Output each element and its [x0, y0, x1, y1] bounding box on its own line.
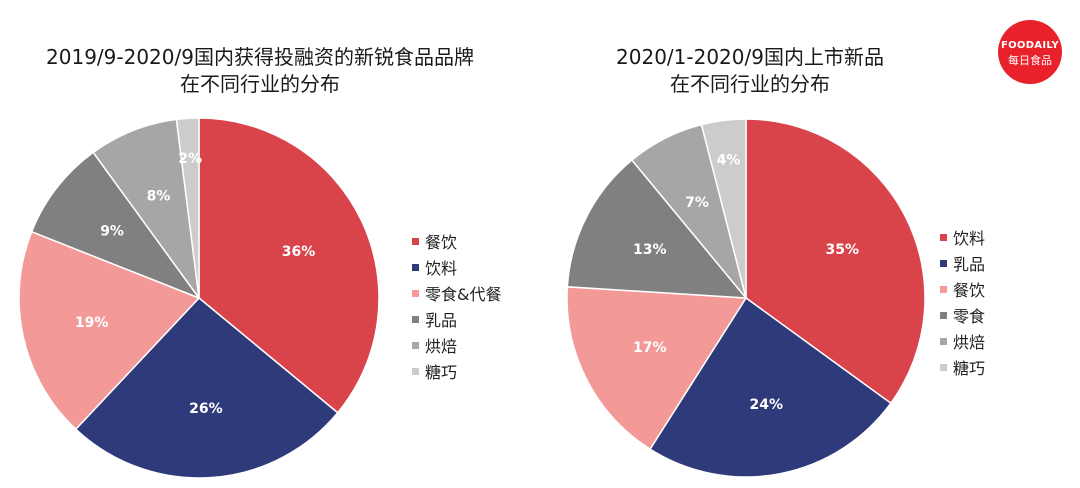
- legend-item-1-5: 糖巧: [940, 356, 985, 382]
- legend-label: 零食&代餐: [425, 285, 502, 304]
- right-chart-legend: 饮料乳品餐饮零食烘焙糖巧: [940, 226, 985, 382]
- pie-slice-0-5: [175, 117, 200, 299]
- pie-data-label-0-1: 26%: [189, 401, 223, 417]
- legend-swatch: [412, 342, 419, 349]
- pie-data-label-0-5: 2%: [178, 151, 202, 167]
- legend-swatch: [940, 338, 947, 345]
- legend-label: 零食: [953, 307, 986, 326]
- legend-swatch: [940, 234, 947, 241]
- right-chart-title-line-2: 在不同行业的分布: [670, 72, 830, 96]
- pie-slice-0-4: [92, 118, 200, 299]
- pie-data-label-1-1: 24%: [749, 397, 783, 413]
- legend-swatch: [412, 238, 419, 245]
- legend-swatch: [412, 264, 419, 271]
- legend-item-0-4: 烘焙: [412, 334, 501, 360]
- legend-label: 糖巧: [953, 359, 986, 378]
- legend-label: 烘焙: [953, 333, 986, 352]
- legend-item-0-1: 饮料: [412, 256, 501, 282]
- legend-item-1-0: 饮料: [940, 226, 985, 252]
- pie-slice-0-2: [18, 230, 201, 431]
- legend-label: 饮料: [953, 229, 986, 248]
- legend-swatch: [412, 316, 419, 323]
- legend-swatch: [940, 260, 947, 267]
- pie-slice-0-3: [30, 151, 202, 300]
- legend-item-0-2: 零食&代餐: [412, 282, 501, 308]
- legend-item-1-3: 零食: [940, 304, 985, 330]
- left-chart-title: 2019/9-2020/9国内获得投融资的新锐食品品牌 在不同行业的分布: [20, 44, 500, 98]
- legend-label: 乳品: [953, 255, 986, 274]
- legend-label: 饮料: [425, 259, 458, 278]
- pie-slice-0-1: [74, 296, 339, 479]
- legend-item-0-0: 餐饮: [412, 230, 501, 256]
- pie-data-label-0-3: 9%: [100, 224, 124, 240]
- legend-item-1-4: 烘焙: [940, 330, 985, 356]
- pie-slice-1-0: [745, 118, 926, 405]
- legend-label: 烘焙: [425, 337, 458, 356]
- pie-slice-1-2: [566, 285, 748, 451]
- legend-swatch: [412, 290, 419, 297]
- pie-data-label-0-2: 19%: [75, 315, 109, 331]
- left-chart-title-line-2: 在不同行业的分布: [180, 72, 340, 96]
- pie-data-label-1-3: 13%: [633, 242, 667, 258]
- foodaily-logo: FOODAILY 每日食品: [998, 20, 1062, 84]
- pie-data-label-1-4: 7%: [685, 195, 709, 211]
- pie-slice-0-0: [198, 117, 380, 414]
- legend-item-1-2: 餐饮: [940, 278, 985, 304]
- right-chart-title: 2020/1-2020/9国内上市新品 在不同行业的分布: [560, 44, 940, 98]
- logo-subtitle: 每日食品: [1008, 54, 1052, 67]
- legend-swatch: [940, 312, 947, 319]
- pie-slice-1-3: [566, 159, 748, 299]
- pie-data-label-1-2: 17%: [633, 340, 667, 356]
- pie-data-label-0-4: 8%: [147, 189, 171, 205]
- pie-slice-1-1: [649, 296, 892, 478]
- pie-data-label-1-0: 35%: [825, 242, 859, 258]
- logo-brand: FOODAILY: [1000, 40, 1060, 51]
- legend-label: 糖巧: [425, 363, 458, 382]
- legend-item-0-5: 糖巧: [412, 360, 501, 386]
- left-chart-legend: 餐饮饮料零食&代餐乳品烘焙糖巧: [412, 230, 501, 386]
- legend-item-1-1: 乳品: [940, 252, 985, 278]
- legend-swatch: [940, 364, 947, 371]
- pie-data-label-1-5: 4%: [717, 152, 741, 168]
- legend-swatch: [412, 368, 419, 375]
- legend-swatch: [940, 286, 947, 293]
- legend-label: 餐饮: [425, 233, 458, 252]
- legend-label: 餐饮: [953, 281, 986, 300]
- legend-item-0-3: 乳品: [412, 308, 501, 334]
- pie-slice-1-5: [700, 118, 747, 299]
- right-chart-title-line-1: 2020/1-2020/9国内上市新品: [616, 45, 884, 69]
- left-chart-title-line-1: 2019/9-2020/9国内获得投融资的新锐食品品牌: [46, 45, 474, 69]
- legend-label: 乳品: [425, 311, 458, 330]
- pie-data-label-0-0: 36%: [282, 244, 316, 260]
